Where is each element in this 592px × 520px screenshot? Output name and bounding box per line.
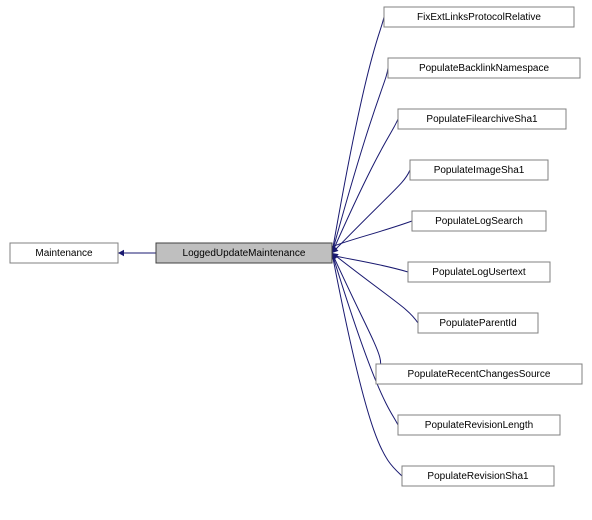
- edge-fix-logged: [332, 17, 384, 253]
- node-recent[interactable]: PopulateRecentChangesSource: [376, 364, 582, 384]
- node-maintenance[interactable]: Maintenance: [10, 243, 118, 263]
- node-label: PopulateRevisionSha1: [427, 471, 529, 482]
- node-label: LoggedUpdateMaintenance: [183, 248, 306, 259]
- node-label: PopulateRevisionLength: [425, 420, 533, 431]
- edge-logusertext-logged: [329, 253, 408, 272]
- node-revsha[interactable]: PopulateRevisionSha1: [402, 466, 554, 486]
- node-filearchive[interactable]: PopulateFilearchiveSha1: [398, 109, 566, 129]
- edge-logsearch-logged: [328, 221, 412, 253]
- edge-backlink-logged: [332, 68, 388, 253]
- node-logusertext[interactable]: PopulateLogUsertext: [408, 262, 550, 282]
- node-label: PopulateFilearchiveSha1: [426, 114, 538, 125]
- node-logsearch[interactable]: PopulateLogSearch: [412, 211, 546, 231]
- node-label: PopulateLogSearch: [435, 216, 523, 227]
- node-label: PopulateImageSha1: [434, 165, 525, 176]
- node-fix[interactable]: FixExtLinksProtocolRelative: [384, 7, 574, 27]
- node-image[interactable]: PopulateImageSha1: [410, 160, 548, 180]
- node-revlen[interactable]: PopulateRevisionLength: [398, 415, 560, 435]
- node-label: PopulateLogUsertext: [432, 267, 526, 278]
- node-label: PopulateRecentChangesSource: [408, 369, 551, 380]
- node-parentid[interactable]: PopulateParentId: [418, 313, 538, 333]
- node-logged[interactable]: LoggedUpdateMaintenance: [156, 243, 332, 263]
- node-label: PopulateParentId: [439, 318, 516, 329]
- node-label: FixExtLinksProtocolRelative: [417, 12, 541, 23]
- node-backlink[interactable]: PopulateBacklinkNamespace: [388, 58, 580, 78]
- node-label: PopulateBacklinkNamespace: [419, 63, 550, 74]
- arrowhead: [118, 250, 124, 256]
- node-label: Maintenance: [35, 248, 93, 259]
